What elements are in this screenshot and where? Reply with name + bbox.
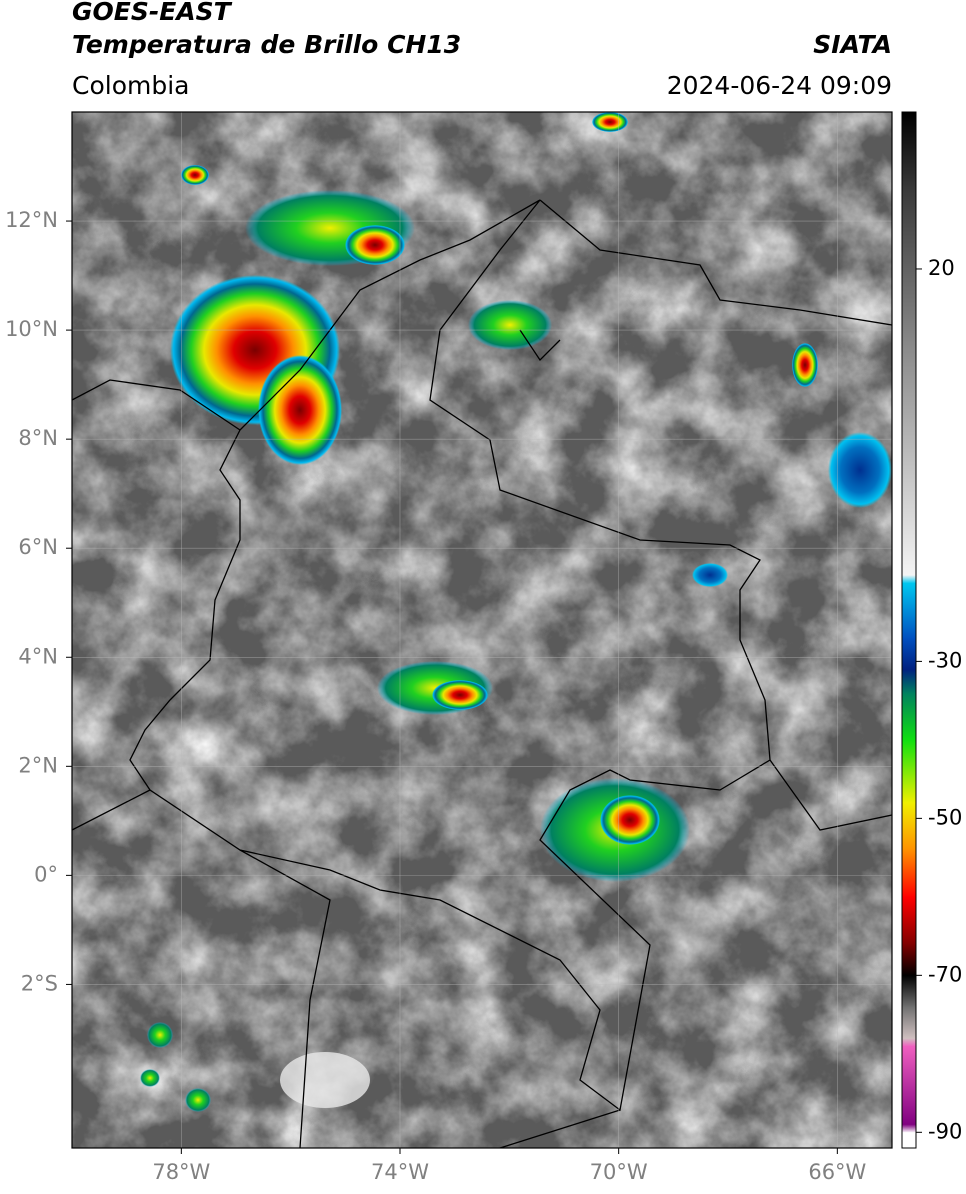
colorbar-segment <box>902 943 916 976</box>
colorbar-tick-label: -90 <box>928 1119 962 1143</box>
cell <box>828 432 892 508</box>
colorbar-segment <box>902 975 916 1008</box>
colorbar-segment <box>902 692 916 741</box>
colorbar-segment <box>902 112 916 191</box>
colorbar-segment <box>902 190 916 348</box>
map-frame <box>71 111 893 1149</box>
storm <box>140 1069 160 1087</box>
colorbar-frame <box>901 111 917 1149</box>
storm <box>432 680 488 710</box>
colorbar-segment <box>902 739 916 804</box>
clouds <box>72 112 892 1148</box>
colorbar-segment <box>902 849 916 898</box>
y-tick-label: 2°N <box>18 753 58 777</box>
colorbar-tick-label: -70 <box>928 962 962 986</box>
x-tick-label: 70°W <box>590 1160 648 1184</box>
colorbar-segment <box>902 575 916 584</box>
subtitle: Temperatura de Brillo CH13 <box>72 30 461 59</box>
title: GOES-EAST <box>72 0 233 26</box>
colorbar-segment <box>902 896 916 945</box>
y-tick-label: 12°N <box>5 208 58 232</box>
source: SIATA <box>813 30 892 59</box>
colorbar-segment <box>902 802 916 851</box>
colorbar-tick-label: -50 <box>928 805 962 829</box>
storm <box>792 343 818 387</box>
storm <box>147 1022 173 1048</box>
colorbar-segment <box>902 347 916 576</box>
storm <box>345 225 405 265</box>
colorbar-segment <box>902 669 916 694</box>
storm <box>468 300 552 350</box>
colorbar-segment <box>902 582 916 639</box>
region: Colombia <box>72 71 189 100</box>
x-tick-label: 78°W <box>152 1160 210 1184</box>
colorbar-segment <box>902 1038 916 1047</box>
x-tick-label: 74°W <box>371 1160 429 1184</box>
colorbar-tick-label: 20 <box>928 256 955 280</box>
storm <box>181 165 209 185</box>
colorbar-segment <box>902 637 916 670</box>
colorbar-segment <box>902 1132 916 1149</box>
x-tick-label: 66°W <box>808 1160 866 1184</box>
cloud <box>280 1052 370 1108</box>
cell <box>692 563 728 587</box>
colorbar-segment <box>902 1045 916 1125</box>
y-tick-label: 6°N <box>18 535 58 559</box>
datetime: 2024-06-24 09:09 <box>667 71 892 100</box>
y-tick-label: 4°N <box>18 644 58 668</box>
storm <box>185 1088 211 1112</box>
y-tick-label: 10°N <box>5 317 58 341</box>
borders <box>72 199 892 1148</box>
satellite-image <box>72 112 892 1148</box>
y-tick-label: 8°N <box>18 426 58 450</box>
colorbar-tick-label: -30 <box>928 648 962 672</box>
colorbar-segment <box>902 1124 916 1133</box>
colorbar-segment <box>902 1006 916 1039</box>
storm <box>600 795 660 845</box>
y-tick-label: 2°S <box>21 971 58 995</box>
y-tick-label: 0° <box>34 862 58 886</box>
storm <box>258 355 342 465</box>
storm <box>592 112 628 132</box>
